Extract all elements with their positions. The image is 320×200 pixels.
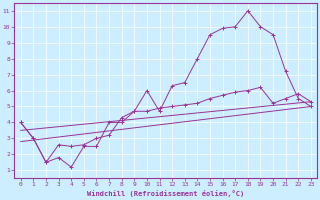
X-axis label: Windchill (Refroidissement éolien,°C): Windchill (Refroidissement éolien,°C): [87, 190, 244, 197]
